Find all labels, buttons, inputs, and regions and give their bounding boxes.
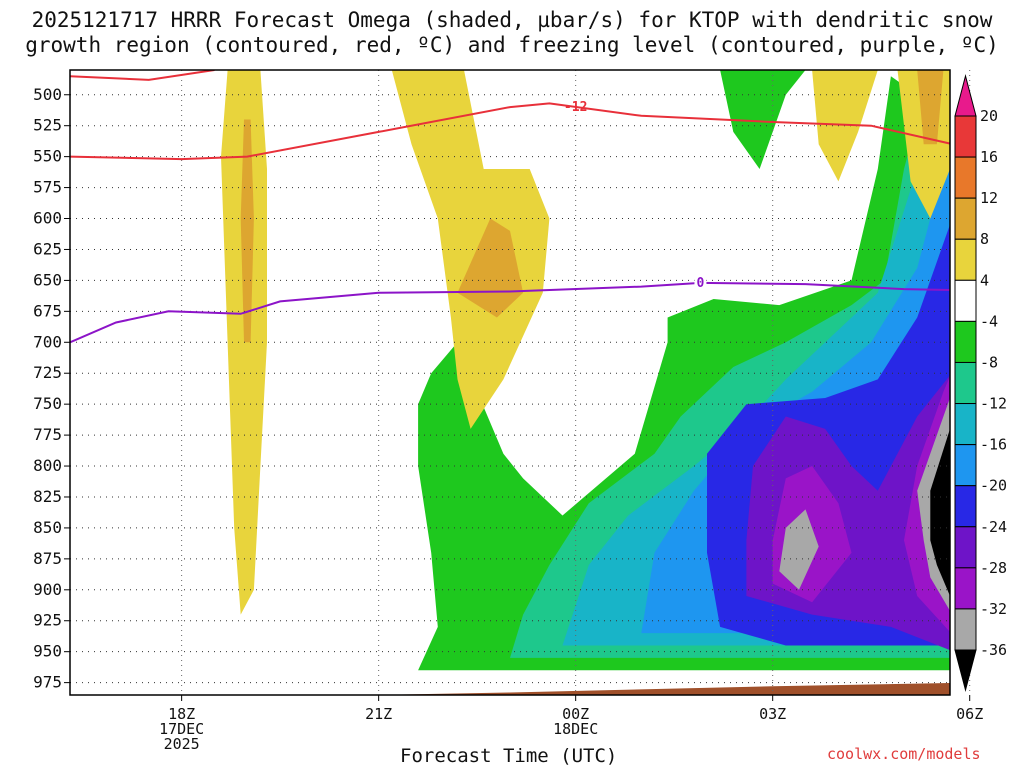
colorbar-label: -20 bbox=[980, 477, 1007, 495]
colorbar-segment bbox=[954, 320, 977, 363]
x-tick-label: 17DEC bbox=[159, 720, 204, 738]
dendritic-contour-line bbox=[70, 70, 215, 81]
y-tick-label: 925 bbox=[33, 611, 62, 630]
colorbar-label: 4 bbox=[980, 271, 989, 289]
chart-title-line-1: 2025121717 HRRR Forecast Omega (shaded, … bbox=[31, 8, 993, 32]
y-tick-label: 650 bbox=[33, 270, 62, 289]
colorbar-label: -28 bbox=[980, 559, 1007, 577]
colorbar-segment bbox=[954, 526, 977, 569]
colorbar-label: -24 bbox=[980, 518, 1007, 536]
y-tick-label: 600 bbox=[33, 209, 62, 228]
x-tick-label: 03Z bbox=[759, 705, 786, 723]
colorbar-label: -12 bbox=[980, 395, 1007, 413]
colorbar-label: 16 bbox=[980, 148, 998, 166]
y-tick-label: 500 bbox=[33, 85, 62, 104]
colorbar-label: 12 bbox=[980, 189, 998, 207]
credit-link[interactable]: coolwx.com/models bbox=[827, 745, 981, 763]
y-tick-label: 800 bbox=[33, 456, 62, 475]
colorbar-label: -16 bbox=[980, 436, 1007, 454]
dendritic-contour-line bbox=[70, 102, 950, 161]
ground-surface bbox=[70, 682, 950, 695]
x-axis-title: Forecast Time (UTC) bbox=[400, 745, 618, 767]
colorbar-segment bbox=[954, 567, 977, 610]
x-tick-label: 18Z bbox=[168, 705, 195, 723]
colorbar-segment bbox=[954, 279, 977, 322]
colorbar-segment bbox=[954, 444, 977, 487]
y-tick-label: 850 bbox=[33, 518, 62, 537]
y-tick-label: 750 bbox=[33, 394, 62, 413]
y-tick-label: 775 bbox=[33, 425, 62, 444]
colorbar-label: 20 bbox=[980, 107, 998, 125]
colorbar-label: -32 bbox=[980, 600, 1007, 618]
chart-title-line-2: growth region (contoured, red, ºC) and f… bbox=[25, 33, 999, 57]
omega-region-ascent-32-a bbox=[779, 509, 819, 590]
y-tick-label: 950 bbox=[33, 642, 62, 661]
x-tick-label: 2025 bbox=[164, 735, 200, 753]
colorbar-segment bbox=[954, 115, 977, 158]
x-tick-label: 18DEC bbox=[553, 720, 598, 738]
x-tick-label: 00Z bbox=[562, 705, 589, 723]
y-tick-label: 875 bbox=[33, 549, 62, 568]
colorbar-segment bbox=[954, 238, 977, 281]
y-tick-label: 675 bbox=[33, 301, 62, 320]
omega-region-ascent-36 bbox=[930, 428, 950, 596]
y-tick-label: 725 bbox=[33, 363, 62, 382]
colorbar-top-arrow bbox=[954, 74, 977, 117]
y-tick-label: 525 bbox=[33, 116, 62, 135]
freezing-level-label: 0 bbox=[697, 276, 705, 291]
colorbar-segment bbox=[954, 361, 977, 405]
x-tick-label: 21Z bbox=[365, 705, 392, 723]
omega-region-descent-top-right-core-b bbox=[1016, 76, 1024, 126]
colorbar-bottom-arrow bbox=[954, 649, 977, 692]
colorbar-segment bbox=[954, 197, 977, 240]
freezing-level-line bbox=[70, 281, 950, 344]
omega-region-descent-plume bbox=[391, 70, 550, 429]
x-tick-label: 06Z bbox=[956, 705, 983, 723]
colorbar-segment bbox=[954, 485, 977, 528]
colorbar-label: -4 bbox=[980, 312, 998, 330]
y-tick-label: 975 bbox=[33, 673, 62, 692]
y-tick-label: 700 bbox=[33, 332, 62, 351]
plot-frame bbox=[69, 69, 951, 696]
colorbar-label: 8 bbox=[980, 230, 989, 248]
y-tick-label: 825 bbox=[33, 487, 62, 506]
omega-region-descent-top-right-core bbox=[917, 70, 944, 145]
colorbar-label: -36 bbox=[980, 641, 1007, 659]
y-tick-label: 575 bbox=[33, 178, 62, 197]
y-tick-label: 900 bbox=[33, 580, 62, 599]
colorbar-segment bbox=[954, 403, 977, 446]
y-tick-label: 550 bbox=[33, 147, 62, 166]
colorbar-label: -8 bbox=[980, 353, 998, 371]
omega-region-descent-left-core bbox=[240, 119, 254, 343]
colorbar-segment bbox=[954, 608, 977, 651]
y-tick-label: 625 bbox=[33, 239, 62, 258]
colorbar-segment bbox=[954, 156, 977, 199]
freezing-label-bg bbox=[694, 274, 707, 289]
